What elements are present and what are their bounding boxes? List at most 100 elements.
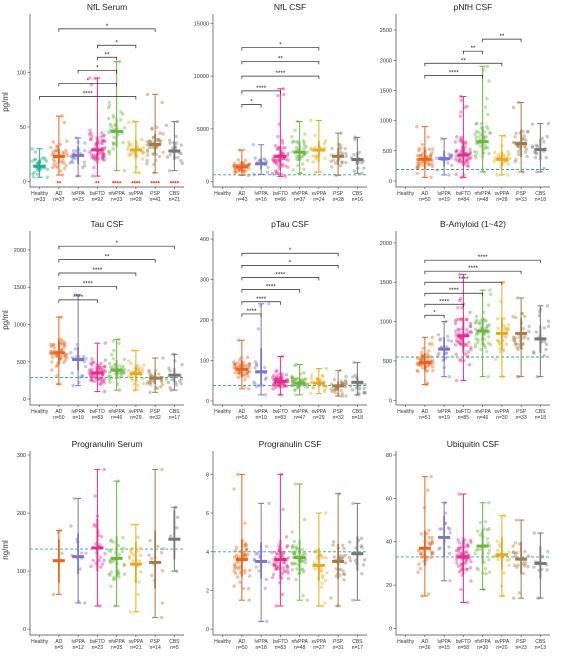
data-point xyxy=(357,387,362,391)
bracket-label: ** xyxy=(104,51,110,58)
data-point xyxy=(136,367,140,371)
data-point xyxy=(88,371,93,376)
data-point xyxy=(507,323,511,327)
data-point xyxy=(248,574,252,578)
data-point xyxy=(102,158,107,162)
x-tick-label: nfvPPA xyxy=(108,639,125,645)
data-point xyxy=(122,562,126,566)
data-point xyxy=(284,157,288,161)
data-point xyxy=(466,331,471,335)
data-point xyxy=(473,342,478,347)
x-tick-label: nfvPPA xyxy=(474,639,491,645)
data-point xyxy=(517,342,521,346)
x-tick-label: PSP xyxy=(516,409,527,415)
x-tick-label: lvPPA xyxy=(72,639,86,645)
data-point xyxy=(174,141,179,145)
data-point xyxy=(457,492,461,496)
data-point xyxy=(513,342,518,347)
data-point xyxy=(302,377,307,382)
data-point xyxy=(54,353,59,358)
data-point xyxy=(506,149,510,154)
data-point xyxy=(141,146,146,150)
data-point xyxy=(32,170,37,175)
data-point xyxy=(281,552,286,556)
data-point xyxy=(108,361,112,366)
data-point xyxy=(348,384,353,388)
x-tick-label: nfvPPA xyxy=(108,191,125,197)
data-point xyxy=(161,150,165,155)
data-point xyxy=(97,363,102,368)
data-point xyxy=(303,384,307,389)
data-point xyxy=(147,370,151,374)
data-point xyxy=(168,385,172,390)
data-point xyxy=(103,552,107,556)
data-point xyxy=(102,133,107,137)
data-point xyxy=(281,146,285,150)
data-point xyxy=(159,380,164,384)
data-point xyxy=(159,615,164,620)
data-point xyxy=(30,147,34,151)
data-point xyxy=(233,371,237,375)
significance-bracket: **** xyxy=(424,298,464,308)
data-point xyxy=(274,566,279,571)
data-point xyxy=(49,342,53,346)
panel-title: Ubiquitin CSF xyxy=(447,439,499,449)
data-point xyxy=(276,146,281,151)
data-point xyxy=(232,487,236,491)
data-point xyxy=(415,362,420,366)
data-point xyxy=(303,561,308,565)
data-point xyxy=(545,568,549,572)
group-significance-stars: **** xyxy=(112,182,122,188)
data-point xyxy=(126,375,131,379)
data-point xyxy=(293,388,297,392)
data-point xyxy=(329,387,333,391)
data-point xyxy=(526,130,530,134)
data-point xyxy=(416,369,420,374)
y-tick-label: 2000 xyxy=(380,58,392,64)
data-point xyxy=(90,155,94,159)
data-point xyxy=(459,587,463,592)
data-point xyxy=(276,145,281,149)
data-point xyxy=(33,157,37,162)
data-point xyxy=(464,559,468,564)
significance-bracket: ** xyxy=(58,254,156,263)
data-point xyxy=(504,335,508,339)
data-point xyxy=(121,140,125,145)
bracket-line xyxy=(97,44,137,49)
data-point xyxy=(282,568,286,573)
x-tick-label: Healthy xyxy=(31,639,48,645)
data-point xyxy=(517,144,521,148)
data-point xyxy=(341,569,345,573)
data-point xyxy=(275,171,279,176)
data-point xyxy=(119,371,123,376)
data-point xyxy=(83,148,87,153)
data-point xyxy=(127,144,131,149)
data-point xyxy=(496,557,500,562)
data-point xyxy=(458,156,462,160)
data-point xyxy=(33,150,38,154)
data-point xyxy=(246,173,250,178)
y-tick-label: 5000 xyxy=(197,127,209,133)
data-point xyxy=(333,161,338,165)
data-point xyxy=(301,154,305,158)
data-point xyxy=(232,360,236,364)
data-point xyxy=(273,158,278,162)
data-point xyxy=(109,584,113,589)
data-point xyxy=(98,376,103,381)
data-point xyxy=(456,546,461,551)
data-point xyxy=(453,321,458,326)
data-point xyxy=(111,141,116,145)
data-point xyxy=(512,141,516,145)
data-point xyxy=(437,547,441,551)
data-point xyxy=(545,304,550,308)
data-point xyxy=(122,168,127,173)
data-point xyxy=(448,154,453,158)
data-point xyxy=(473,153,478,158)
y-tick-label: 500 xyxy=(383,359,392,365)
data-point xyxy=(242,543,247,548)
data-point xyxy=(319,554,323,558)
data-point xyxy=(253,382,257,386)
data-point xyxy=(88,374,93,379)
data-point xyxy=(459,317,463,322)
data-point xyxy=(359,536,364,541)
